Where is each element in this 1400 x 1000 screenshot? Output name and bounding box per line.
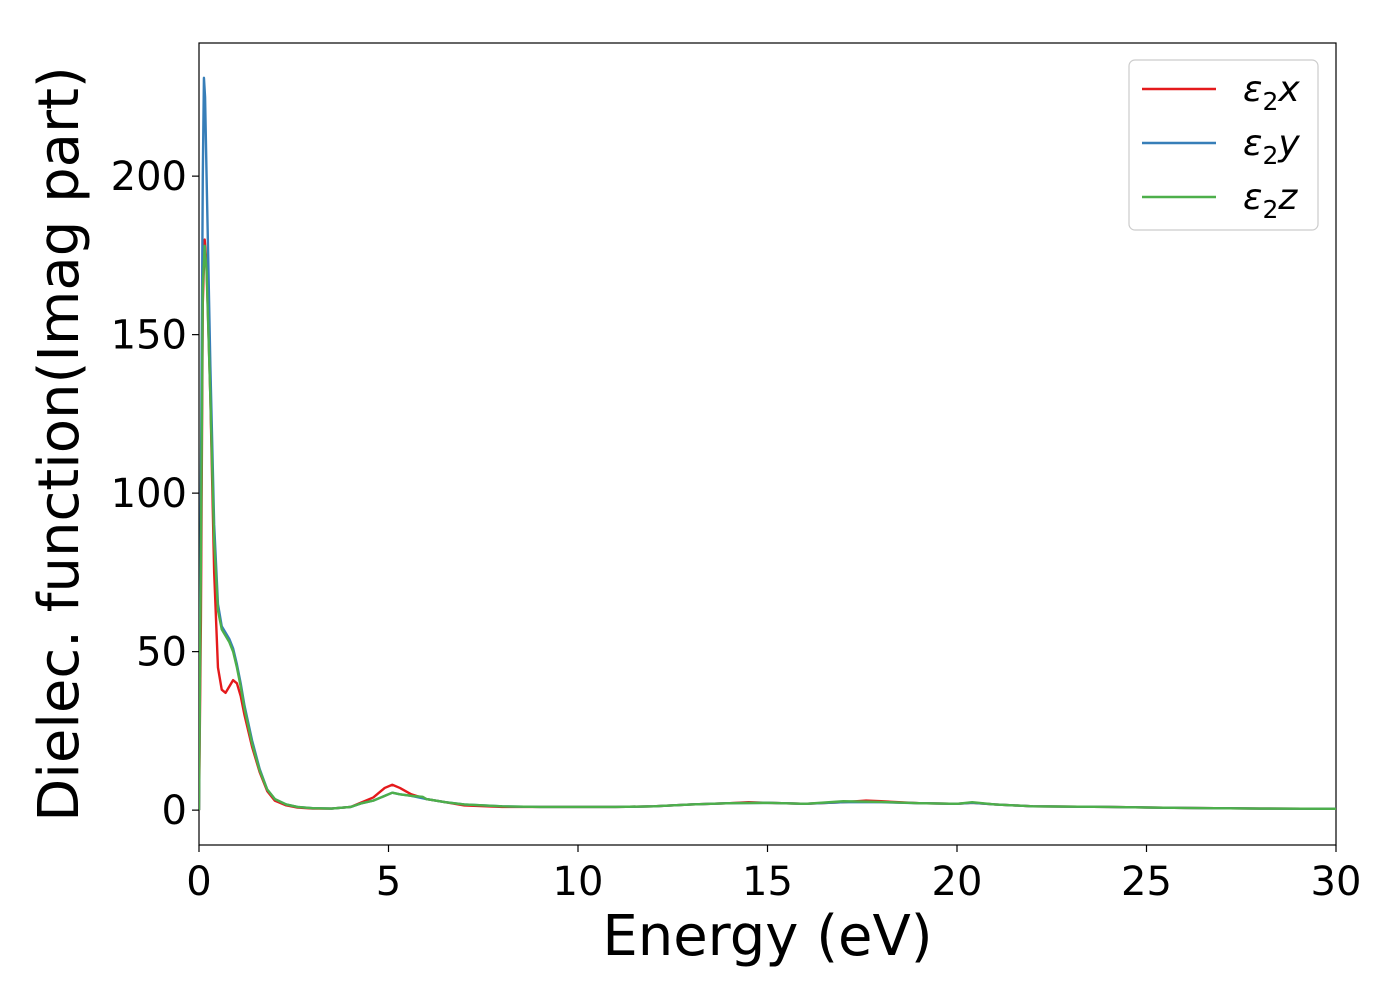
x-tick-label: 15 bbox=[742, 859, 793, 905]
series-layer bbox=[199, 76, 1336, 811]
legend: ε2x ε2y ε2z bbox=[1128, 59, 1319, 231]
x-tick-label: 0 bbox=[186, 859, 211, 905]
y-tick-label: 100 bbox=[111, 471, 187, 517]
y-tick-label: 150 bbox=[111, 313, 187, 359]
y-tick-label: 0 bbox=[162, 788, 187, 834]
y-axis-label: Dielec. function(Imag part) bbox=[27, 66, 92, 822]
legend-box bbox=[1128, 59, 1319, 231]
x-tick-label: 30 bbox=[1311, 859, 1362, 905]
legend-label-y: ε2y bbox=[1243, 123, 1300, 170]
ticks-layer: 0 5 10 15 20 25 30 0 50 100 150 200 bbox=[111, 154, 1362, 905]
legend-label-x: ε2x bbox=[1243, 69, 1300, 116]
x-tick-label: 10 bbox=[553, 859, 604, 905]
y-tick-label: 50 bbox=[136, 630, 187, 676]
legend-label-z: ε2z bbox=[1243, 177, 1298, 224]
x-tick-label: 20 bbox=[932, 859, 983, 905]
x-axis-label: Energy (eV) bbox=[602, 904, 932, 969]
x-tick-label: 5 bbox=[376, 859, 401, 905]
x-tick-label: 25 bbox=[1121, 859, 1172, 905]
series-line-z bbox=[199, 244, 1336, 811]
y-tick-label: 200 bbox=[111, 154, 187, 200]
